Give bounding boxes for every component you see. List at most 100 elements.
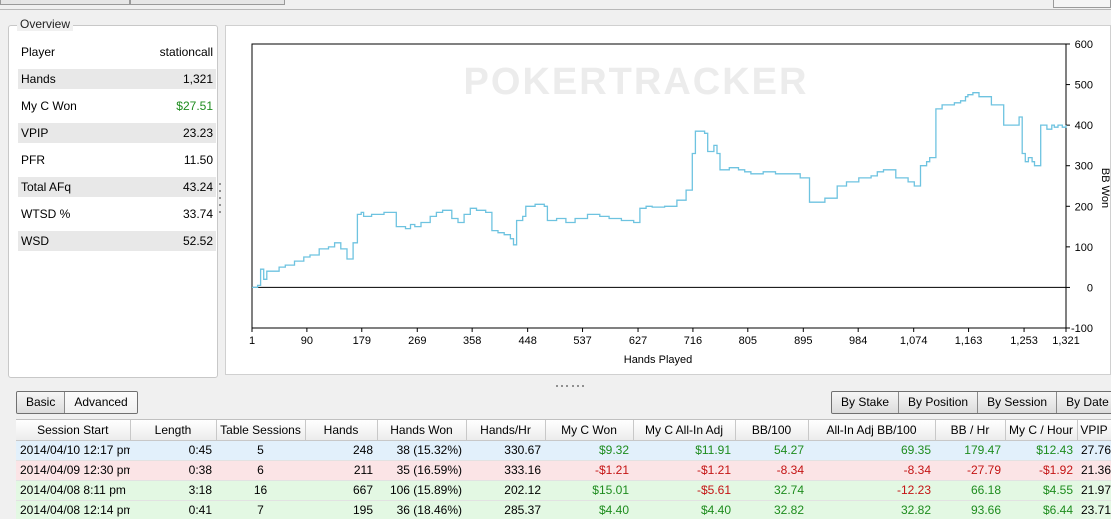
cell: $11.91 xyxy=(633,440,735,461)
column-header[interactable]: Hands Won xyxy=(377,420,467,441)
overview-label: VPIP xyxy=(21,126,49,140)
x-tick-label: 984 xyxy=(849,335,867,347)
overview-label: WTSD % xyxy=(21,207,71,221)
y-tick-label: 100 xyxy=(1075,242,1093,254)
y-tick-label: 600 xyxy=(1075,39,1093,51)
cell: 36 (18.46%) xyxy=(377,500,466,519)
pokertracker-watermark: POKERTRACKER xyxy=(464,61,809,103)
x-tick-label: 1,321 xyxy=(1052,335,1080,347)
overview-value: stationcall xyxy=(159,45,213,59)
cell: 667 xyxy=(305,480,377,501)
overview-label: Hands xyxy=(21,72,56,86)
cell: -$5.61 xyxy=(633,480,735,501)
column-header[interactable]: Table Sessions xyxy=(216,420,306,441)
x-tick-label: 716 xyxy=(684,335,702,347)
cell: 211 xyxy=(305,460,377,481)
cell: 0:41 xyxy=(130,500,216,519)
y-tick-label: 500 xyxy=(1075,80,1093,92)
cell: 21.36 xyxy=(1077,460,1111,481)
cell: 21.97 xyxy=(1077,480,1111,501)
column-header[interactable]: All-In Adj BB/100 xyxy=(808,420,936,441)
group-by-toggle: By Stake By Position By Session By Date xyxy=(831,391,1111,414)
column-header[interactable]: My C All-In Adj xyxy=(633,420,736,441)
advanced-button[interactable]: Advanced xyxy=(65,392,137,413)
cell: -$1.92 xyxy=(1005,460,1077,481)
overview-label: WSD xyxy=(21,234,49,248)
column-header[interactable]: BB / Hr xyxy=(935,420,1006,441)
table-row[interactable]: 2014/04/08 12:14 pm 0:41 7 195 36 (18.46… xyxy=(16,500,1111,519)
x-tick-label: 1,074 xyxy=(900,335,928,347)
cell: $12.43 xyxy=(1005,440,1077,461)
bb-won-chart: POKERTRACKER -100 0 100 200 300 400 500 600 1 90… xyxy=(249,39,1110,366)
overview-row-total-afq: Total AFq 43.24 xyxy=(18,177,216,197)
x-tick-label: 537 xyxy=(573,335,591,347)
y-tick-label: -100 xyxy=(1071,323,1093,335)
overview-value: 11.50 xyxy=(183,153,213,167)
x-tick-label: 1 xyxy=(249,335,255,347)
table-row[interactable]: 2014/04/08 8:11 pm 3:18 16 667 106 (15.8… xyxy=(16,480,1111,501)
by-date-button[interactable]: By Date xyxy=(1057,392,1111,413)
cell: 2014/04/10 12:17 pm xyxy=(16,440,130,461)
x-tick-label: 1,163 xyxy=(955,335,983,347)
sessions-table: Session Start Length Table Sessions Hand… xyxy=(16,419,1111,519)
y-axis-label: BB Won xyxy=(1099,168,1110,208)
x-tick-label: 805 xyxy=(739,335,757,347)
column-header[interactable]: VPIP xyxy=(1077,420,1111,441)
table-row[interactable]: 2014/04/09 12:30 pm 0:38 6 211 35 (16.59… xyxy=(16,460,1111,481)
cell: 2014/04/08 12:14 pm xyxy=(16,500,130,519)
cell: $4.40 xyxy=(545,500,633,519)
overview-value: 33.74 xyxy=(182,207,213,221)
cell: 32.82 xyxy=(808,500,935,519)
cell: -12.23 xyxy=(808,480,935,501)
overview-row-my-c-won: My C Won $27.51 xyxy=(18,96,216,116)
overview-row-hands: Hands 1,321 xyxy=(18,69,216,89)
top-right-button[interactable] xyxy=(1053,0,1111,8)
cell: 0:38 xyxy=(130,460,216,481)
x-tick-label: 179 xyxy=(353,335,371,347)
cell: 93.66 xyxy=(935,500,1005,519)
cell: 69.35 xyxy=(808,440,935,461)
plot-area-border xyxy=(251,43,1067,329)
top-tab-2[interactable] xyxy=(130,0,285,5)
basic-button[interactable]: Basic xyxy=(17,392,66,413)
cell: 3:18 xyxy=(130,480,216,501)
column-header[interactable]: Length xyxy=(130,420,217,441)
cell: 2014/04/09 12:30 pm xyxy=(16,460,130,481)
cell: 2014/04/08 8:11 pm xyxy=(16,480,130,501)
x-axis-label: Hands Played xyxy=(624,354,693,366)
x-tick-label: 90 xyxy=(301,335,313,347)
chart-panel: POKERTRACKER -100 0 100 200 300 400 500 600 1 90… xyxy=(225,25,1111,375)
column-header[interactable]: Hands/Hr xyxy=(466,420,546,441)
by-session-button[interactable]: By Session xyxy=(978,392,1058,413)
y-tick-label: 400 xyxy=(1075,120,1093,132)
column-header[interactable]: Session Start xyxy=(16,420,131,441)
cell: 16 xyxy=(216,480,305,501)
column-header[interactable]: My C / Hour xyxy=(1005,420,1078,441)
view-mode-toggle: Basic Advanced xyxy=(16,391,138,414)
x-tick-label: 269 xyxy=(408,335,426,347)
cell: 66.18 xyxy=(935,480,1005,501)
cell: $4.40 xyxy=(633,500,735,519)
cell: 330.67 xyxy=(466,440,545,461)
cell: 38 (15.32%) xyxy=(377,440,466,461)
overview-value: 23.23 xyxy=(182,126,213,140)
vertical-splitter-handle[interactable] xyxy=(219,183,222,213)
overview-label: PFR xyxy=(21,153,45,167)
overview-value: 43.24 xyxy=(182,180,213,194)
column-header[interactable]: My C Won xyxy=(545,420,634,441)
column-header[interactable]: Hands xyxy=(305,420,378,441)
cell: 54.27 xyxy=(735,440,808,461)
column-header[interactable]: BB/100 xyxy=(735,420,809,441)
table-row[interactable]: 2014/04/10 12:17 pm 0:45 5 248 38 (15.32… xyxy=(16,440,1111,461)
by-stake-button[interactable]: By Stake xyxy=(832,392,900,413)
overview-value: $27.51 xyxy=(176,99,213,113)
top-tab-1[interactable] xyxy=(0,0,130,5)
table-header-row: Session Start Length Table Sessions Hand… xyxy=(16,420,1111,441)
bb-won-series-line xyxy=(252,92,1067,289)
overview-row-pfr: PFR 11.50 xyxy=(18,150,216,170)
cell: -$1.21 xyxy=(545,460,633,481)
by-position-button[interactable]: By Position xyxy=(899,392,979,413)
horizontal-splitter-handle[interactable] xyxy=(556,385,584,388)
cell: 106 (15.89%) xyxy=(377,480,466,501)
cell: $4.55 xyxy=(1005,480,1077,501)
